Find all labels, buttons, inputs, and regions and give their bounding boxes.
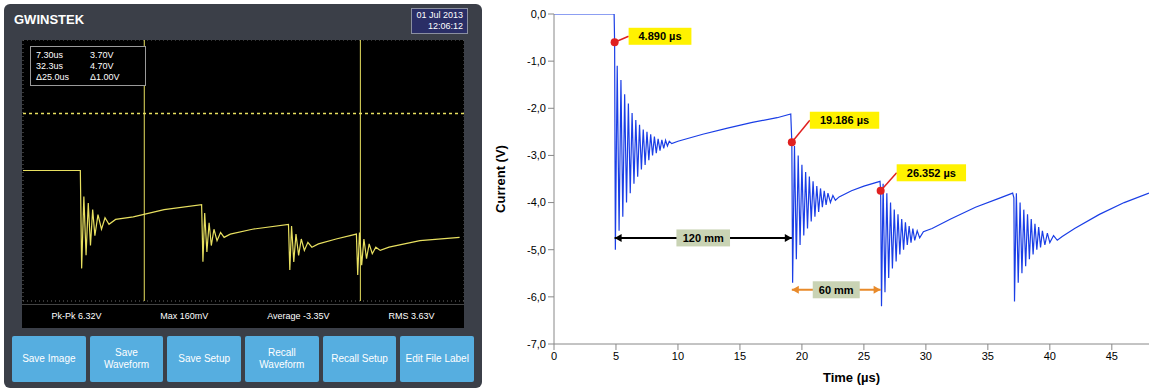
svg-text:Time (µs): Time (µs) bbox=[823, 370, 880, 385]
html-text:7.30us: 7.30us bbox=[36, 50, 63, 60]
svg-text:10: 10 bbox=[672, 350, 684, 362]
html-text:Recall Setup: Recall Setup bbox=[331, 353, 388, 364]
html-text:3.70V: 3.70V bbox=[90, 50, 114, 60]
svg-text:26.352 µs: 26.352 µs bbox=[907, 167, 956, 179]
html-text:Edit File Label: Edit File Label bbox=[405, 353, 469, 364]
html-text:Save Waveform: Save Waveform bbox=[103, 347, 150, 370]
svg-text:-7,0: -7,0 bbox=[527, 338, 546, 350]
svg-text:Current (V): Current (V) bbox=[493, 145, 508, 213]
svg-text:-6,0: -6,0 bbox=[527, 291, 546, 303]
html-text:Max 160mV: Max 160mV bbox=[160, 311, 209, 321]
html-text:01 Jul 2013: 01 Jul 2013 bbox=[416, 10, 463, 20]
html-text:Save Image: Save Image bbox=[22, 353, 76, 364]
svg-text:30: 30 bbox=[920, 350, 932, 362]
svg-text:-4,0: -4,0 bbox=[527, 196, 546, 208]
svg-text:35: 35 bbox=[982, 350, 994, 362]
html-text:GWINSTEK: GWINSTEK bbox=[14, 12, 85, 27]
html-text:32.3us: 32.3us bbox=[36, 61, 63, 71]
svg-text:19.186 µs: 19.186 µs bbox=[820, 114, 869, 126]
svg-text:0: 0 bbox=[551, 350, 557, 362]
svg-text:4.890 µs: 4.890 µs bbox=[638, 30, 681, 42]
html-text:Δ1.00V: Δ1.00V bbox=[90, 72, 120, 82]
html-text:RMS 3.63V: RMS 3.63V bbox=[388, 311, 435, 321]
html-text:Recall Waveform: Recall Waveform bbox=[259, 347, 305, 370]
svg-text:-5,0: -5,0 bbox=[527, 244, 546, 256]
svg-text:15: 15 bbox=[734, 350, 746, 362]
svg-text:0,0: 0,0 bbox=[531, 8, 546, 20]
svg-text:20: 20 bbox=[796, 350, 808, 362]
svg-text:60 mm: 60 mm bbox=[819, 284, 854, 296]
html-text:Average -3.35V: Average -3.35V bbox=[267, 311, 330, 321]
html-text:Pk-Pk 6.32V: Pk-Pk 6.32V bbox=[51, 311, 102, 321]
svg-text:5: 5 bbox=[613, 350, 619, 362]
html-text:4.70V: 4.70V bbox=[90, 61, 114, 71]
html-text:Δ25.0us: Δ25.0us bbox=[36, 72, 69, 82]
svg-text:-2,0: -2,0 bbox=[527, 102, 546, 114]
svg-text:-1,0: -1,0 bbox=[527, 55, 546, 67]
html-text:12:06:12: 12:06:12 bbox=[428, 21, 463, 31]
svg-text:-3,0: -3,0 bbox=[527, 149, 546, 161]
html-text:Save Setup: Save Setup bbox=[178, 353, 230, 364]
svg-text:40: 40 bbox=[1044, 350, 1056, 362]
svg-text:45: 45 bbox=[1106, 350, 1118, 362]
svg-text:120 mm: 120 mm bbox=[683, 232, 724, 244]
svg-text:25: 25 bbox=[858, 350, 870, 362]
